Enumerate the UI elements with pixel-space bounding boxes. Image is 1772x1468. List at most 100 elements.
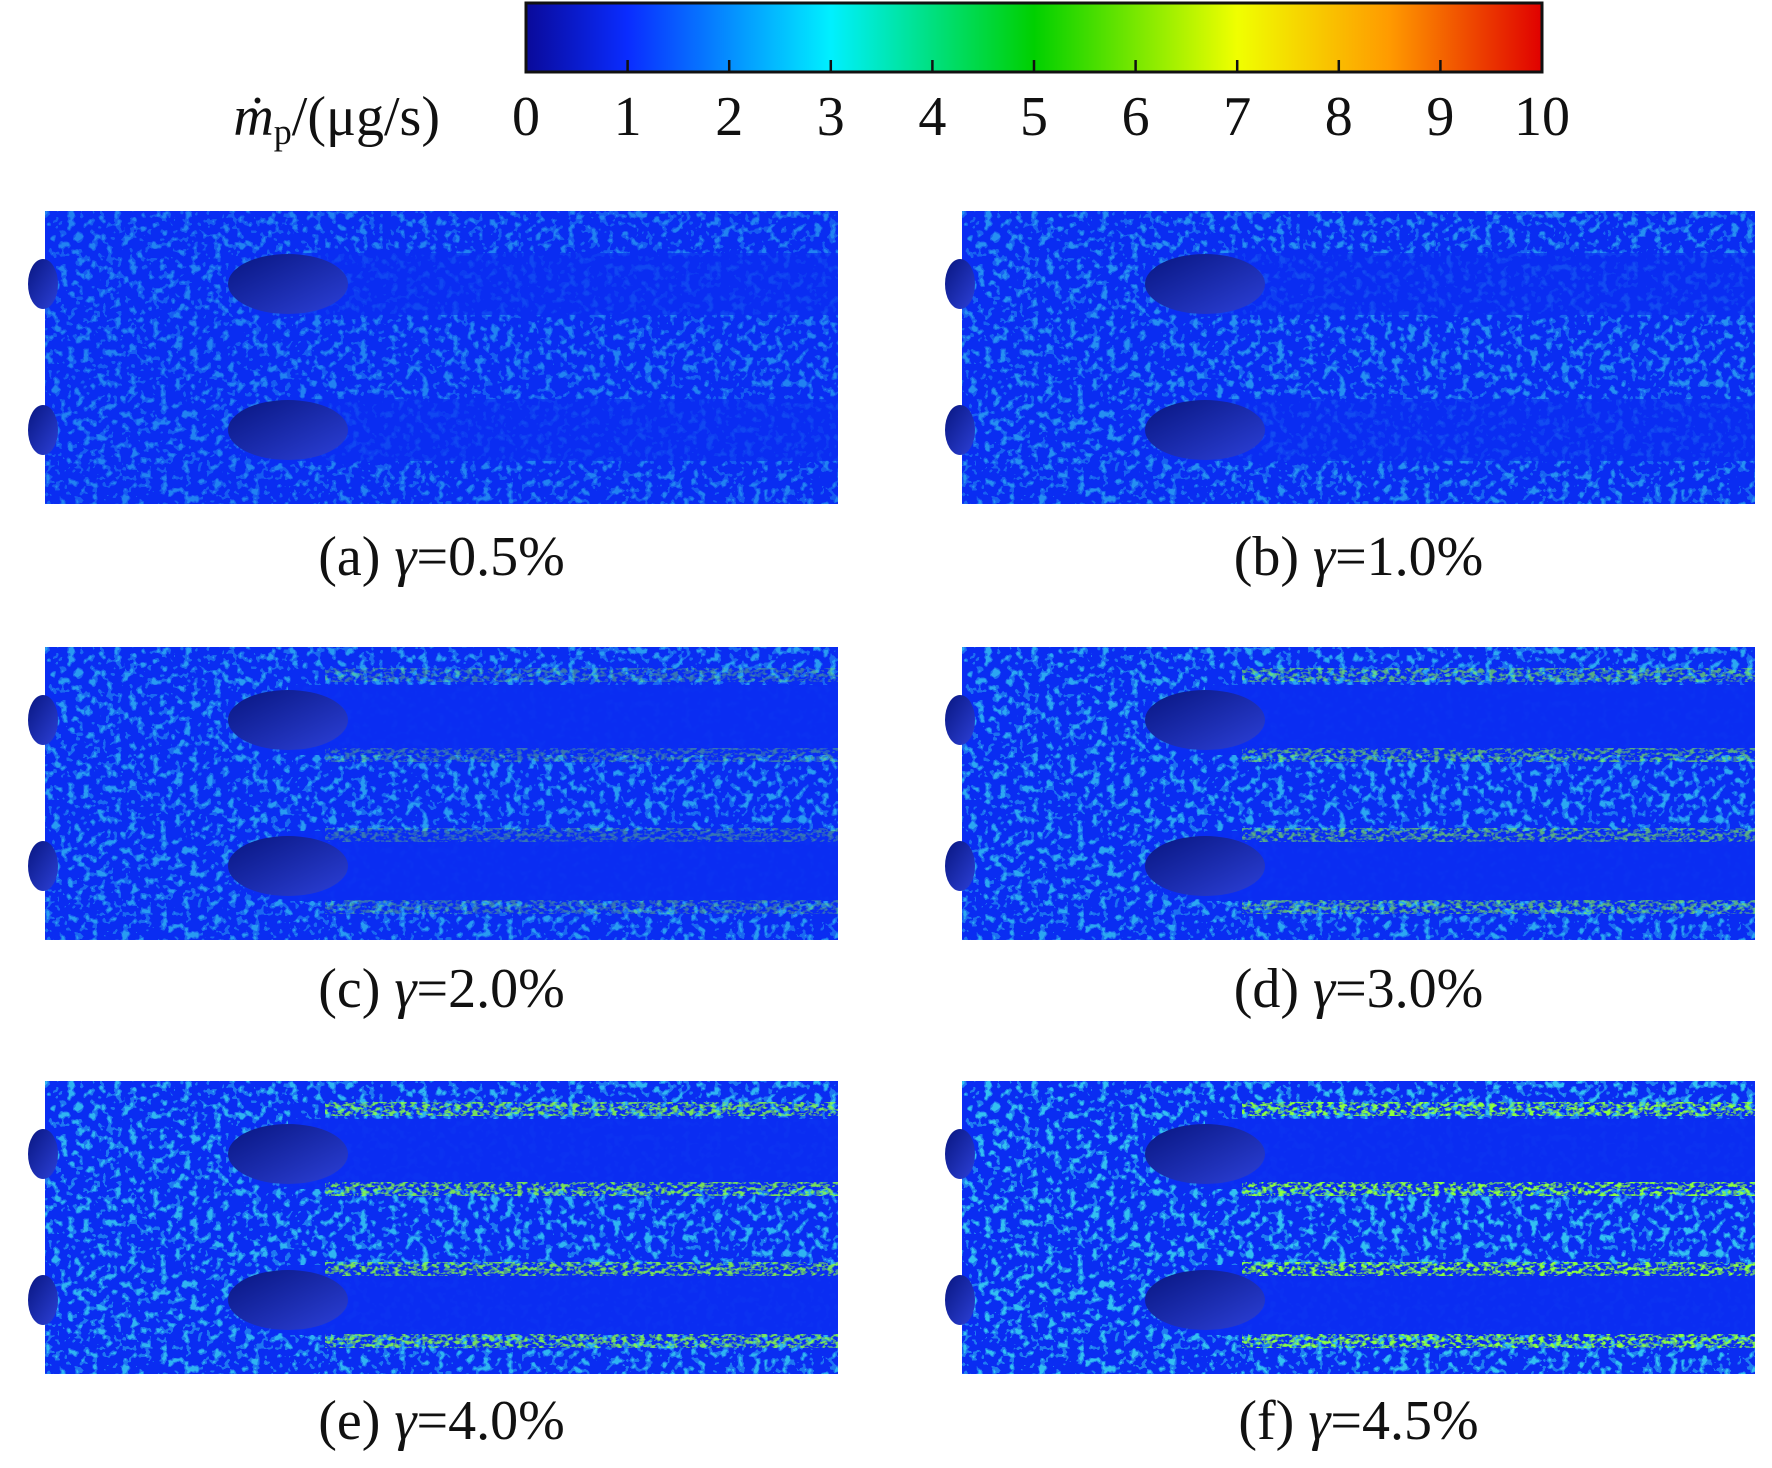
wake-region [1205,685,1755,755]
colorbar: 0 1 2 3 4 5 6 7 8 9 10 ṁp/(μg/s) [233,1,1570,152]
caption-symbol: γ [394,526,418,588]
cylinder [228,254,348,314]
inlet-hole [945,405,975,455]
wake-region [288,253,838,315]
panel-caption: (c) γ=2.0% [318,958,564,1020]
particle-streak [1242,1262,1755,1276]
panel [28,1081,838,1374]
particle-streak [1242,1102,1755,1116]
particle-streak [325,1182,838,1196]
panel-caption: (e) γ=4.0% [318,1390,564,1452]
particle-streak [325,748,838,762]
inlet-hole [28,405,58,455]
cylinder [1145,690,1265,750]
panels: (a) γ=0.5% (b) γ=1.0%(c) γ=2.0% (d) γ=3.0%(e) γ… [28,211,1755,1452]
caption-symbol: γ [1313,958,1337,1020]
caption-label: (f) [1238,1390,1294,1452]
caption-value: =4.0% [417,1390,565,1452]
wake-region [1205,253,1755,315]
label-symbol: ṁ [233,86,273,148]
wake-region [288,831,838,901]
panel-caption: (d) γ=3.0% [1234,958,1484,1020]
particle-streak [325,1334,838,1348]
wake-region [1205,399,1755,461]
cylinder [228,400,348,460]
panel [28,647,838,940]
wake-region [1205,1265,1755,1335]
cylinder [1145,400,1265,460]
caption-label: (e) [318,1390,380,1452]
caption-symbol: γ [1313,526,1337,588]
particle-streak [1242,668,1755,682]
particle-streak [1242,1182,1755,1196]
particle-streak [325,900,838,914]
particle-streak [325,1102,838,1116]
colorbar-tick-label: 0 [512,86,540,148]
caption-value: =0.5% [417,526,565,588]
caption-symbol: γ [1308,1390,1332,1452]
label-subscript: p [274,112,292,152]
caption-symbol: γ [394,1390,418,1452]
wake-region [288,1265,838,1335]
particle-streak [325,1262,838,1276]
cylinder [1145,254,1265,314]
panel [945,647,1755,940]
colorbar-tick-label: 5 [1020,86,1048,148]
wake-region [1205,831,1755,901]
colorbar-tick-label: 6 [1122,86,1150,148]
panel [945,1081,1755,1374]
cylinder [1145,1124,1265,1184]
wake-region [288,1119,838,1189]
caption-label: (d) [1234,958,1299,1020]
particle-streak [1242,828,1755,842]
caption-label: (a) [318,526,380,588]
cylinder [1145,836,1265,896]
inlet-hole [28,259,58,309]
wake-region [288,399,838,461]
panel-caption: (f) γ=4.5% [1238,1390,1478,1452]
particle-streak [325,668,838,682]
panel [945,211,1755,504]
cylinder [228,1124,348,1184]
cylinder [228,836,348,896]
cylinder [1145,1270,1265,1330]
panel [28,211,838,504]
colorbar-tick-label: 2 [715,86,743,148]
caption-symbol: γ [394,958,418,1020]
wake-region [288,685,838,755]
caption-value: =1.0% [1335,526,1483,588]
label-unit: /(μg/s) [292,86,440,148]
inlet-hole [28,841,58,891]
colorbar-tick-label: 8 [1325,86,1353,148]
inlet-hole [945,841,975,891]
colorbar-tick-label: 1 [614,86,642,148]
colorbar-tick-label: 9 [1426,86,1454,148]
inlet-hole [945,259,975,309]
cylinder [228,1270,348,1330]
inlet-hole [28,695,58,745]
particle-streak [1242,1334,1755,1348]
inlet-hole [28,1129,58,1179]
inlet-hole [945,1275,975,1325]
colorbar-tick-label: 7 [1223,86,1251,148]
inlet-hole [945,695,975,745]
particle-streak [325,828,838,842]
caption-value: =2.0% [417,958,565,1020]
panel-caption: (b) γ=1.0% [1234,526,1484,588]
colorbar-tick-label: 10 [1514,86,1570,148]
caption-value: =3.0% [1335,958,1483,1020]
colorbar-tick-label: 4 [918,86,946,148]
panel-caption: (a) γ=0.5% [318,526,564,588]
cylinder [228,690,348,750]
particle-streak [1242,900,1755,914]
inlet-hole [28,1275,58,1325]
wake-region [1205,1119,1755,1189]
caption-value: =4.5% [1330,1390,1478,1452]
colorbar-label: ṁp/(μg/s) [233,86,440,152]
caption-label: (c) [318,958,380,1020]
colorbar-tick-label: 3 [817,86,845,148]
particle-streak [1242,748,1755,762]
inlet-hole [945,1129,975,1179]
caption-label: (b) [1234,526,1299,588]
